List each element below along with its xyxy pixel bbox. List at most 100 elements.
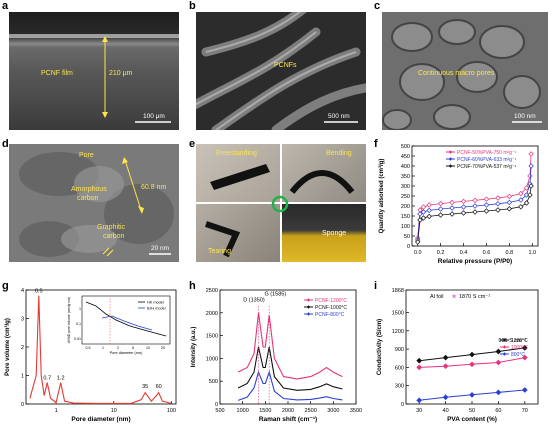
i-data-point [416,397,423,404]
i-data-point [416,364,423,371]
i-legend-marker [502,352,507,356]
f-x-tick-label: 0.2 [437,250,445,256]
f-data-point [472,203,478,209]
panel-letter-g: g [2,280,9,292]
f-data-point [528,183,534,189]
h-x-tick-label: 2000 [282,408,294,414]
g-y-tick-label: 2 [21,345,24,351]
i-x-tick-label: 60 [495,408,501,414]
panel-f: f 0.0 0.2 0.4 0.6 0.8 1.0 0 50 100 150 200 250 300 35… [372,136,554,274]
f-x-tick-label: 1.0 [528,250,536,256]
g-inset-legend-entry: BJH model [147,307,166,311]
raman-chart: 500 1000 1500 2000 2500 3000 35000500100015002… [191,288,362,423]
f-data-point [506,199,513,206]
i-data-point [469,351,475,358]
g-peak-label: 0.5 [35,289,43,295]
i-al-foil-value: 1870 S cm⁻¹ [459,294,490,300]
h-x-tick-label: 3500 [350,408,362,414]
sponge-label: Sponge [322,230,347,237]
i-al-foil-label: Al foil [430,294,443,300]
green-ring [271,195,289,213]
f-data-point [437,206,444,212]
panel-i: i 30 40 50 60 70 0 300 600 900 1200 1500 1868 PVA co… [372,278,554,428]
h-x-tick-label: 500 [215,408,224,414]
f-y-tick-label: 300 [401,184,410,190]
i-y-tick-label: 0 [401,402,404,408]
photo-sponge: Sponge [282,204,366,262]
scale-bar-b: 500 nm [328,113,350,120]
g-y-tick-label: 1 [21,374,24,380]
g-inset-bjh-line [101,315,153,331]
g-inset-hk-line [85,301,167,337]
f-x-tick-label: 0.4 [460,250,468,256]
f-y-tick-label: 200 [401,204,410,210]
panel-letter-d: d [2,138,9,150]
scale-bar-a: 100 μm [143,113,165,120]
f-data-point [449,205,455,211]
f-y-axis-label: Quantity adsorbed (cm³/g) [378,159,385,234]
h-series-line-0 [237,312,343,380]
h-y-tick-label: 500 [209,379,218,385]
i-x-axis-label: PVA content (%) [447,416,497,423]
i-data-point [521,387,528,393]
isotherm-chart: 0.0 0.2 0.4 0.6 0.8 1.0 0 50 100 150 200 250 300 350 4… [378,144,539,265]
f-data-point [460,210,467,216]
f-data-point [437,212,444,218]
g-inset-frame [81,295,171,345]
panel-b: b PCNFs 500 nm [186,0,372,136]
f-y-tick-label: 0 [407,244,410,250]
h-x-tick-label: 2500 [305,408,317,414]
i-y-tick-label: 1200 [392,329,404,335]
panel-e: e Freestanding Bending Tearing Sponge [186,136,372,266]
f-x-axis-label: Relative pressure (P/P0) [438,258,512,265]
f-data-point [495,201,501,207]
g-y-tick-label: 3 [21,317,24,323]
panel-letter-h: h [189,280,196,292]
i-x-tick-label: 70 [522,408,528,414]
f-data-point [449,199,455,206]
panel-letter-c: c [374,0,381,12]
g-inset-y-tick-label: 0.01 [74,337,81,341]
f-legend-marker [448,150,453,154]
f-legend-entry: PCNF-70%PVA-537 m²g⁻¹ [457,164,517,170]
h-x-tick-label: 1000 [237,408,249,414]
panel-letter-e: e [189,138,196,150]
f-legend-marker [448,157,453,161]
f-data-point [483,202,490,208]
panel-letter-i: i [374,280,378,292]
photo-tearing: Tearing [196,204,280,262]
f-y-tick-label: 50 [404,234,410,240]
pore-distribution-chart: 1 10 100 0 1 2 3 4 Pore diameter (nm) Pore volume… [4,288,177,423]
f-data-point [518,197,524,203]
g-inset-x-tick-label: 0.5 [86,346,91,350]
i-legend-entry: 800°C [511,352,525,358]
panel-c: c Continuous macro pores 100 nm [372,0,554,136]
panel-a: a PCNF film 210 μm 100 μm [0,0,186,136]
g-inset-x-axis-label: Pore diameter (nm) [110,351,143,355]
h-d-band-label: D (1350) [243,297,265,303]
g-peak-label: 1.2 [57,376,65,382]
f-y-tick-label: 150 [401,214,410,220]
f-data-point [472,197,478,204]
i-data-point [521,344,528,351]
sem-image-film: PCNF film 210 μm 100 μm [9,12,179,130]
i-data-point [442,354,449,361]
amorphous-label-1: Amorphous [71,186,107,193]
g-inset-x-tick-label: 1 [102,346,104,350]
f-x-tick-label: 0.0 [414,250,422,256]
f-data-point [417,217,423,223]
i-legend-marker [502,345,507,349]
f-y-tick-label: 400 [401,164,410,170]
f-data-point [495,195,501,201]
f-data-point [426,202,432,208]
pore-label: Pore [79,152,94,159]
h-legend-entry: PCNF-1200°C [315,298,347,304]
h-legend-marker [306,305,311,309]
h-series-line-1 [237,346,343,391]
f-data-point [460,198,467,205]
i-data-point [416,357,423,364]
f-data-point [518,190,524,197]
scale-bar-d: 20 nm [151,245,170,252]
i-data-point [495,389,502,396]
i-max-value-label: 981 S cm⁻¹ [498,338,526,344]
